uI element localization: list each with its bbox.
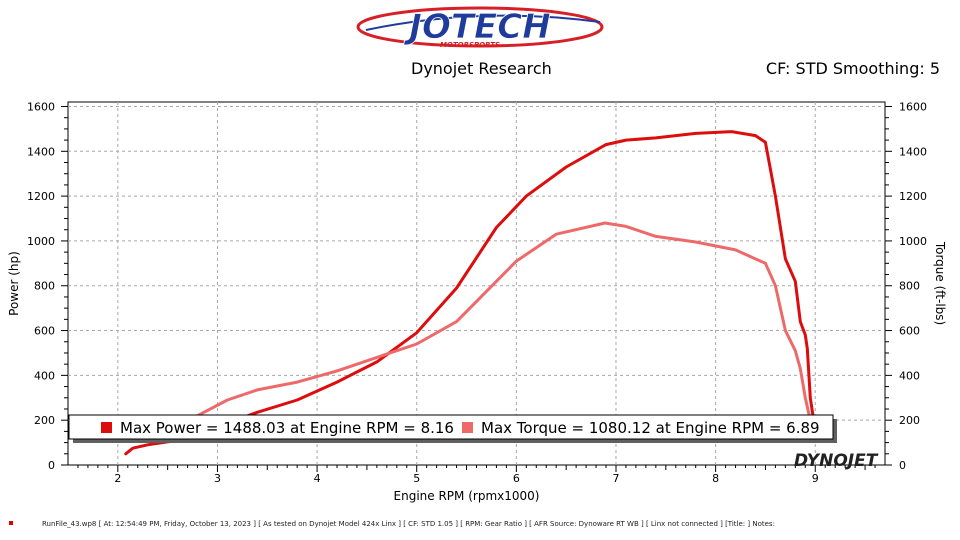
x-tick-label: 2 (114, 472, 121, 485)
x-tick-label: 8 (712, 472, 719, 485)
y-tick-label-right: 600 (899, 325, 920, 338)
cf-info-label: CF: STD Smoothing: 5 (765, 59, 940, 78)
legend-swatch-power (101, 422, 112, 433)
footer-marker (9, 521, 13, 525)
y-tick-label-right: 200 (899, 414, 920, 427)
logo-text: JOTECH (403, 7, 550, 47)
x-tick-label: 5 (413, 472, 420, 485)
x-tick-label: 7 (612, 472, 619, 485)
research-label: Dynojet Research (411, 59, 552, 78)
y-tick-label-right: 0 (899, 459, 906, 472)
y-tick-label-left: 0 (48, 459, 55, 472)
y-tick-label-right: 400 (899, 369, 920, 382)
logo-swoosh-inner (365, 14, 601, 31)
y-tick-label-left: 600 (34, 325, 55, 338)
x-tick-label: 3 (214, 472, 221, 485)
y-tick-label-left: 200 (34, 414, 55, 427)
dynojet-watermark: DYNOJET (794, 451, 879, 471)
y-axis-label-left: Power (hp) (7, 251, 21, 316)
x-tick-label: 4 (314, 472, 321, 485)
y-tick-label-left: 400 (34, 369, 55, 382)
legend-swatch-torque (462, 422, 473, 433)
jotech-logo: JOTECH MOTORSPORTS (356, 6, 604, 49)
x-tick-label: 6 (513, 472, 520, 485)
y-tick-label-right: 1000 (899, 235, 927, 248)
legend: Max Power = 1488.03 at Engine RPM = 8.16… (68, 414, 837, 443)
legend-power-label: Max Power = 1488.03 at Engine RPM = 8.16 (120, 419, 454, 437)
y-tick-label-left: 800 (34, 280, 55, 293)
y-tick-label-right: 800 (899, 280, 920, 293)
y-tick-label-left: 1400 (27, 145, 55, 158)
y-tick-label-right: 1400 (899, 145, 927, 158)
y-axis-label-right: Torque (ft-lbs) (933, 241, 947, 325)
y-tick-label-left: 1200 (27, 190, 55, 203)
y-tick-label-left: 1000 (27, 235, 55, 248)
legend-box (68, 414, 834, 440)
plot-area (67, 101, 886, 466)
logo-subtext: MOTORSPORTS (440, 41, 500, 49)
footer-info: RunFile_43.wp8 [ At: 12:54:49 PM, Friday… (42, 520, 775, 528)
logo-swoosh (356, 6, 604, 48)
dyno-chart: 2 3 4 5 6 7 8 9 0 0 200 200 400 400 600 600 800 800 1000 10… (7, 100, 947, 503)
axes: 2 3 4 5 6 7 8 9 0 0 200 200 400 400 600 600 800 800 1000 10… (27, 100, 927, 485)
series-line-max-torque (166, 221, 812, 424)
x-tick-label: 9 (812, 472, 819, 485)
x-axis-label: Engine RPM (rpmx1000) (394, 489, 540, 503)
legend-torque-label: Max Torque = 1080.12 at Engine RPM = 6.8… (481, 419, 820, 437)
y-tick-label-right: 1200 (899, 190, 927, 203)
y-tick-label-left: 1600 (27, 100, 55, 113)
y-tick-label-right: 1600 (899, 100, 927, 113)
